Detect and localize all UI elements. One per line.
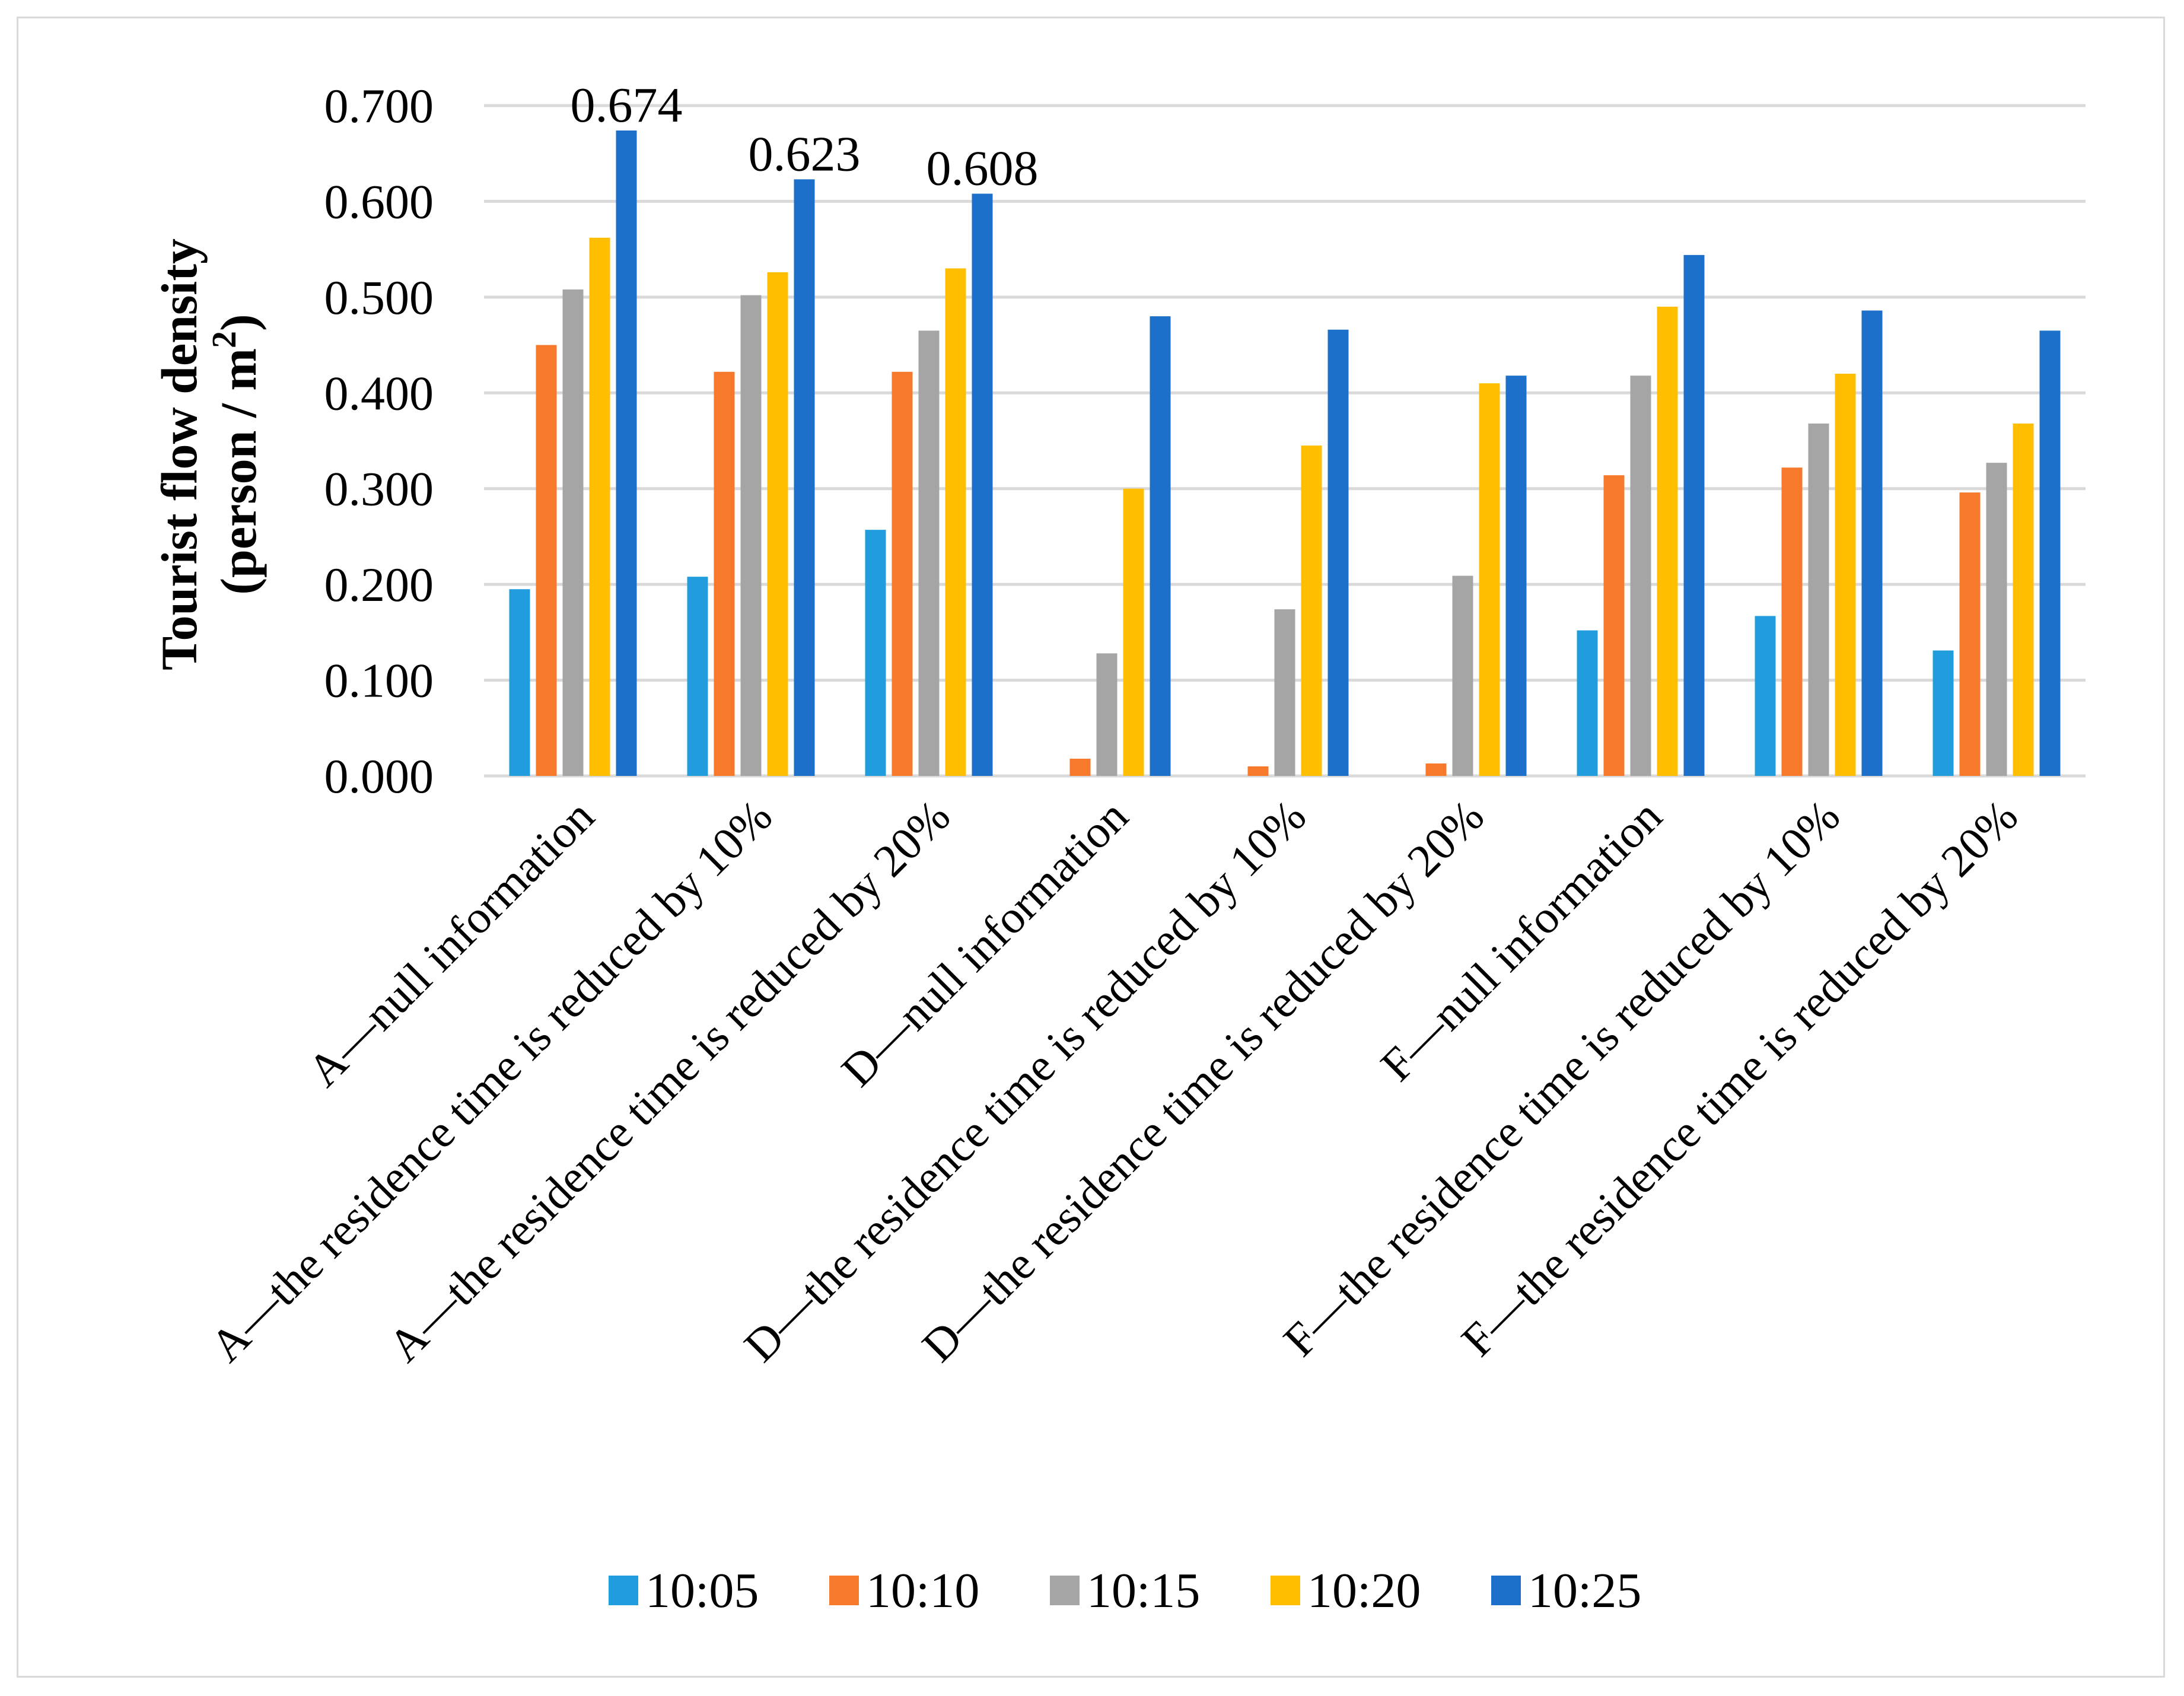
bar <box>687 577 708 776</box>
legend-swatch <box>1050 1576 1080 1605</box>
bar <box>1577 630 1598 776</box>
bar <box>1603 475 1625 776</box>
bar <box>562 289 584 776</box>
bar <box>892 371 913 776</box>
x-category-label: A—null information <box>298 790 604 1096</box>
legend-label: 10:15 <box>1087 1563 1200 1618</box>
bar <box>972 193 993 776</box>
bar <box>1755 616 1776 776</box>
bar <box>1247 766 1269 776</box>
y-axis-label-close: ) <box>210 314 267 331</box>
bar-chart: 0.000 0.100 0.200 0.300 0.400 0.500 0.600 0.700… <box>151 78 2086 1618</box>
bar <box>1986 463 2007 776</box>
data-label: 0.674 <box>571 78 683 133</box>
chart-frame: 0.000 0.100 0.200 0.300 0.400 0.500 0.600 0.700… <box>17 17 2165 1678</box>
legend-label: 10:05 <box>645 1563 759 1618</box>
data-label: 0.623 <box>749 126 861 182</box>
bar <box>865 530 886 776</box>
bar <box>536 345 557 776</box>
bar <box>1425 763 1447 776</box>
bar <box>1123 488 1144 776</box>
bar <box>1781 467 1803 776</box>
legend-swatch <box>1491 1576 1521 1605</box>
bar <box>1301 446 1322 776</box>
legend-label: 10:10 <box>866 1563 979 1618</box>
bar <box>509 589 530 776</box>
bar <box>589 237 610 776</box>
y-tick-label: 0.200 <box>324 558 434 612</box>
bar <box>945 268 966 776</box>
bar <box>1150 316 1171 776</box>
data-label: 0.608 <box>927 141 1039 196</box>
bar <box>1959 492 1981 776</box>
bar <box>1933 650 1954 776</box>
bar <box>794 179 815 776</box>
bar <box>1808 423 1829 776</box>
y-tick-label: 0.600 <box>324 174 434 228</box>
bar <box>1683 254 1705 776</box>
bar <box>1452 575 1473 776</box>
bar <box>1096 653 1118 776</box>
bar <box>1327 329 1349 776</box>
bar <box>918 330 940 776</box>
bar <box>1657 307 1678 776</box>
y-tick-label: 0.300 <box>324 462 434 516</box>
legend-label: 10:25 <box>1528 1563 1641 1618</box>
legend: 10:05 10:10 10:15 10:20 10:25 <box>609 1563 1641 1618</box>
y-axis-label-line2: (person / m2) <box>205 314 267 594</box>
y-tick-label: 0.400 <box>324 366 434 420</box>
bar <box>1069 758 1091 776</box>
bar <box>1861 310 1883 776</box>
y-tick-label: 0.100 <box>324 654 434 708</box>
y-axis-label-sup: 2 <box>205 331 243 348</box>
y-axis-label-line1: Tourist flow density <box>151 238 208 670</box>
y-tick-label: 0.700 <box>324 79 434 133</box>
legend-swatch <box>1271 1576 1300 1605</box>
bar <box>1274 609 1295 776</box>
y-axis-label-unit: (person / m <box>210 348 267 595</box>
bar <box>1835 374 1856 776</box>
legend-swatch <box>609 1576 638 1605</box>
bar <box>1505 376 1527 776</box>
bar <box>740 295 762 777</box>
bar <box>2013 423 2034 776</box>
bar <box>1630 376 1651 776</box>
y-tick-label: 0.500 <box>324 271 434 324</box>
bar <box>714 371 735 776</box>
bar <box>2039 330 2061 776</box>
legend-label: 10:20 <box>1307 1563 1421 1618</box>
legend-swatch <box>829 1576 859 1605</box>
bar <box>616 130 637 776</box>
y-tick-label: 0.000 <box>324 749 434 803</box>
bar <box>1479 383 1500 776</box>
bar <box>767 272 788 776</box>
